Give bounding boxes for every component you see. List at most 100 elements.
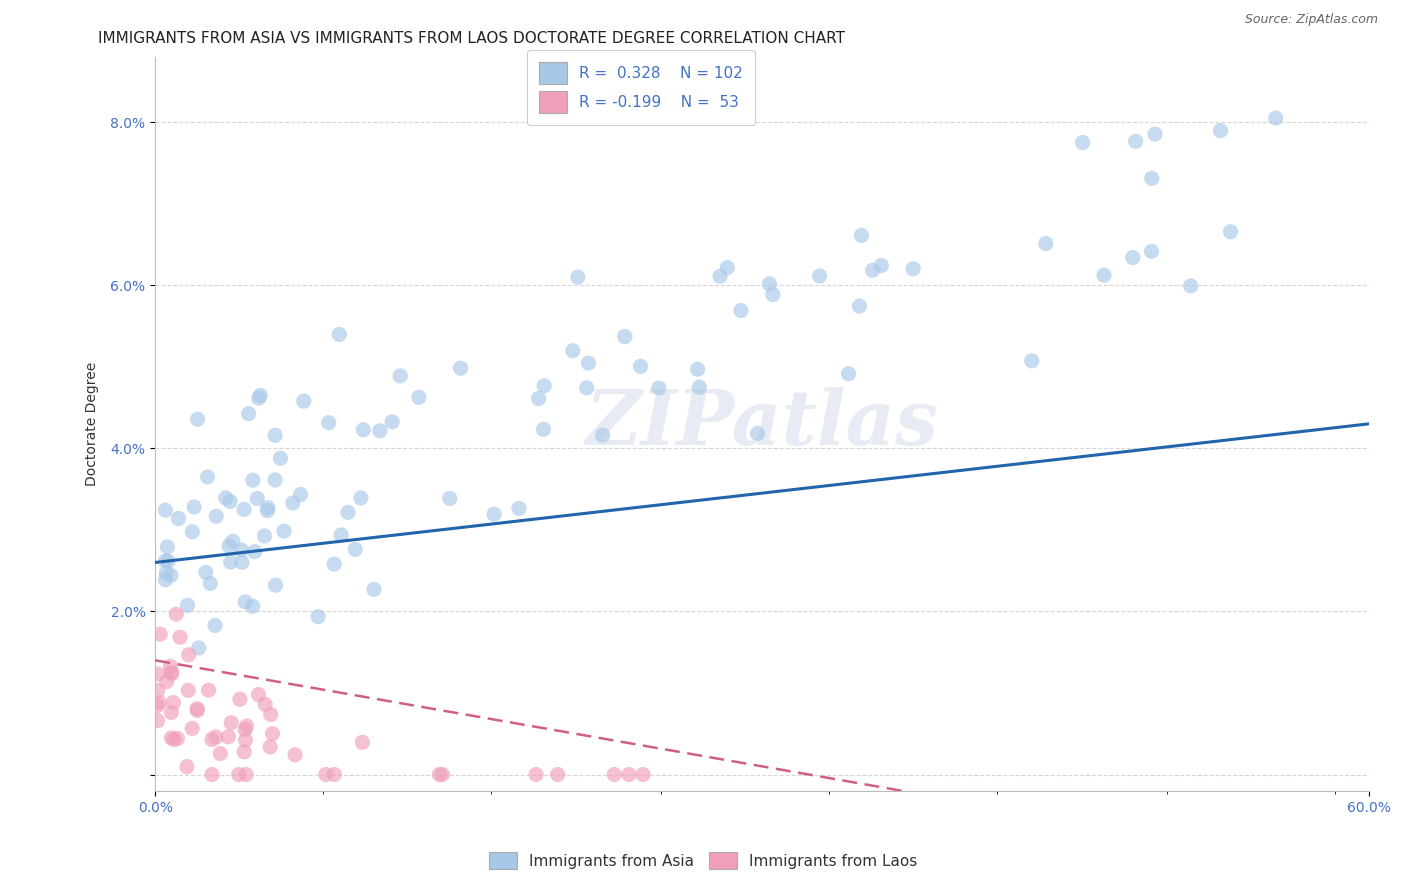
Point <box>344 542 367 557</box>
Point <box>242 473 264 487</box>
Point <box>160 706 183 720</box>
Point <box>253 529 276 543</box>
Point <box>217 730 239 744</box>
Point <box>613 329 636 343</box>
Point <box>228 767 250 781</box>
Point <box>201 732 224 747</box>
Point <box>337 505 360 519</box>
Text: Source: ZipAtlas.com: Source: ZipAtlas.com <box>1244 13 1378 27</box>
Point <box>808 268 831 283</box>
Point <box>870 259 893 273</box>
Point <box>204 618 226 632</box>
Point <box>482 507 505 521</box>
Point <box>686 362 709 376</box>
Point <box>408 390 430 404</box>
Point <box>318 416 340 430</box>
Point <box>160 731 183 745</box>
Point <box>235 733 257 747</box>
Point <box>1140 244 1163 259</box>
Point <box>527 392 550 406</box>
Point <box>159 659 181 673</box>
Point <box>264 473 287 487</box>
Point <box>205 509 228 524</box>
Point <box>862 263 884 277</box>
Point <box>1071 136 1094 150</box>
Point <box>547 767 569 781</box>
Point <box>155 503 177 517</box>
Point <box>183 500 205 514</box>
Point <box>229 692 252 706</box>
Point <box>368 424 391 438</box>
Point <box>187 640 209 655</box>
Point <box>269 451 291 466</box>
Point <box>747 426 769 441</box>
Point <box>146 714 169 728</box>
Point <box>567 270 589 285</box>
Point <box>247 391 270 405</box>
Point <box>176 760 198 774</box>
Point <box>330 528 353 542</box>
Point <box>1219 225 1241 239</box>
Point <box>177 683 200 698</box>
Point <box>146 683 169 698</box>
Point <box>524 767 547 781</box>
Point <box>260 707 283 722</box>
Point <box>233 723 256 737</box>
Point <box>323 767 346 781</box>
Point <box>352 735 374 749</box>
Point <box>709 269 731 284</box>
Point <box>439 491 461 506</box>
Point <box>162 696 184 710</box>
Legend: R =  0.328    N = 102, R = -0.199    N =  53: R = 0.328 N = 102, R = -0.199 N = 53 <box>527 50 755 125</box>
Point <box>848 299 870 313</box>
Point <box>531 422 554 436</box>
Point <box>155 566 177 580</box>
Point <box>273 524 295 538</box>
Point <box>1180 279 1202 293</box>
Point <box>243 544 266 558</box>
Point <box>1264 111 1286 125</box>
Point <box>160 568 183 582</box>
Point <box>254 698 277 712</box>
Point <box>1209 123 1232 137</box>
Point <box>508 501 530 516</box>
Point <box>176 599 198 613</box>
Point <box>290 487 312 501</box>
Point <box>156 540 179 554</box>
Point <box>758 277 780 291</box>
Text: IMMIGRANTS FROM ASIA VS IMMIGRANTS FROM LAOS DOCTORATE DEGREE CORRELATION CHART: IMMIGRANTS FROM ASIA VS IMMIGRANTS FROM … <box>98 31 845 46</box>
Point <box>146 667 169 681</box>
Point <box>156 674 179 689</box>
Point <box>200 576 222 591</box>
Point <box>578 356 600 370</box>
Point <box>155 554 177 568</box>
Point <box>149 627 172 641</box>
Point <box>163 732 186 747</box>
Point <box>450 361 472 376</box>
Point <box>197 470 219 484</box>
Point <box>231 543 253 558</box>
Point <box>155 573 177 587</box>
Point <box>350 491 373 505</box>
Point <box>219 494 242 508</box>
Text: ZIPatlas: ZIPatlas <box>585 387 939 461</box>
Point <box>181 524 204 539</box>
Point <box>187 412 209 426</box>
Point <box>181 722 204 736</box>
Point <box>1122 251 1144 265</box>
Point <box>762 287 785 301</box>
Point <box>233 595 256 609</box>
Point <box>177 648 200 662</box>
Point <box>429 767 451 781</box>
Point <box>186 703 208 717</box>
Point <box>851 228 873 243</box>
Point <box>264 428 287 442</box>
Point <box>249 388 271 402</box>
Point <box>197 683 219 698</box>
Point <box>575 381 598 395</box>
Point <box>231 555 253 569</box>
Point <box>315 767 337 781</box>
Point <box>157 554 180 568</box>
Point <box>209 747 232 761</box>
Point <box>201 767 224 781</box>
